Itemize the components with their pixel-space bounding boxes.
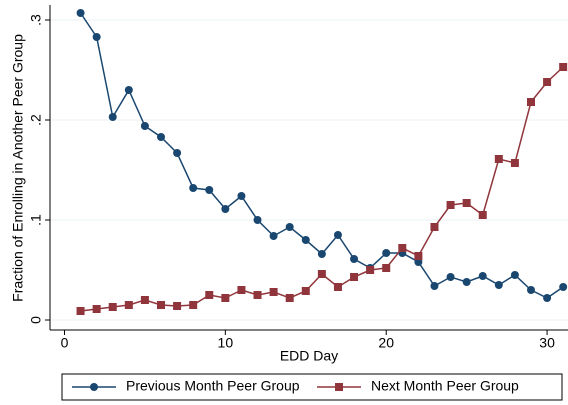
point (494, 155, 503, 163)
point (108, 113, 117, 121)
y-tick-label: .2 (28, 114, 44, 126)
point (527, 286, 535, 294)
legend-marker (90, 383, 98, 391)
point (92, 33, 101, 41)
x-tick-label: 0 (61, 335, 69, 351)
point (446, 273, 455, 281)
point (333, 231, 342, 239)
point (527, 98, 535, 106)
point (269, 232, 278, 240)
point (76, 307, 85, 315)
y-axis-title: Fraction of Enrolling in Another Peer Gr… (10, 34, 26, 302)
point (398, 244, 407, 252)
point (92, 305, 101, 313)
point (350, 255, 359, 263)
x-tick-label: 20 (378, 335, 394, 351)
point (559, 283, 568, 291)
point (478, 211, 487, 219)
point (237, 192, 246, 200)
legend-marker (335, 383, 343, 391)
point (366, 266, 375, 274)
point (221, 205, 230, 213)
point (173, 149, 182, 157)
point (189, 301, 198, 309)
point (382, 249, 391, 257)
point (543, 294, 552, 302)
point (124, 301, 133, 309)
point (157, 301, 165, 309)
point (301, 236, 310, 244)
point (478, 272, 487, 280)
point (430, 282, 439, 290)
legend-label: Next Month Peer Group (371, 378, 519, 394)
y-tick-label: .1 (28, 214, 44, 226)
x-tick-label: 30 (539, 335, 555, 351)
point (414, 252, 423, 260)
x-tick-label: 10 (218, 335, 234, 351)
point (189, 184, 198, 192)
point (205, 186, 214, 194)
point (333, 283, 342, 291)
point (253, 216, 262, 224)
point (140, 296, 149, 304)
point (350, 273, 359, 281)
y-tick-label: .3 (28, 14, 44, 26)
point (446, 201, 455, 209)
point (494, 281, 503, 289)
point (285, 223, 294, 231)
point (317, 250, 326, 258)
point (253, 291, 262, 299)
y-tick-label: 0 (28, 316, 44, 324)
point (76, 9, 85, 17)
x-axis-title: EDD Day (280, 348, 338, 364)
point (237, 286, 246, 294)
point (462, 278, 471, 286)
point (205, 291, 214, 299)
legend-label: Previous Month Peer Group (126, 378, 300, 394)
point (301, 287, 310, 295)
point (382, 264, 391, 272)
point (124, 86, 133, 94)
point (173, 302, 182, 310)
point (510, 271, 519, 279)
point (462, 199, 471, 207)
point (269, 288, 278, 296)
point (140, 122, 149, 130)
point (157, 133, 165, 141)
point (317, 270, 326, 278)
point (108, 303, 117, 311)
point (543, 78, 552, 86)
point (510, 159, 519, 167)
point (559, 63, 568, 71)
point (285, 294, 294, 302)
legend-box (61, 373, 563, 401)
point (430, 223, 439, 231)
point (221, 294, 230, 302)
